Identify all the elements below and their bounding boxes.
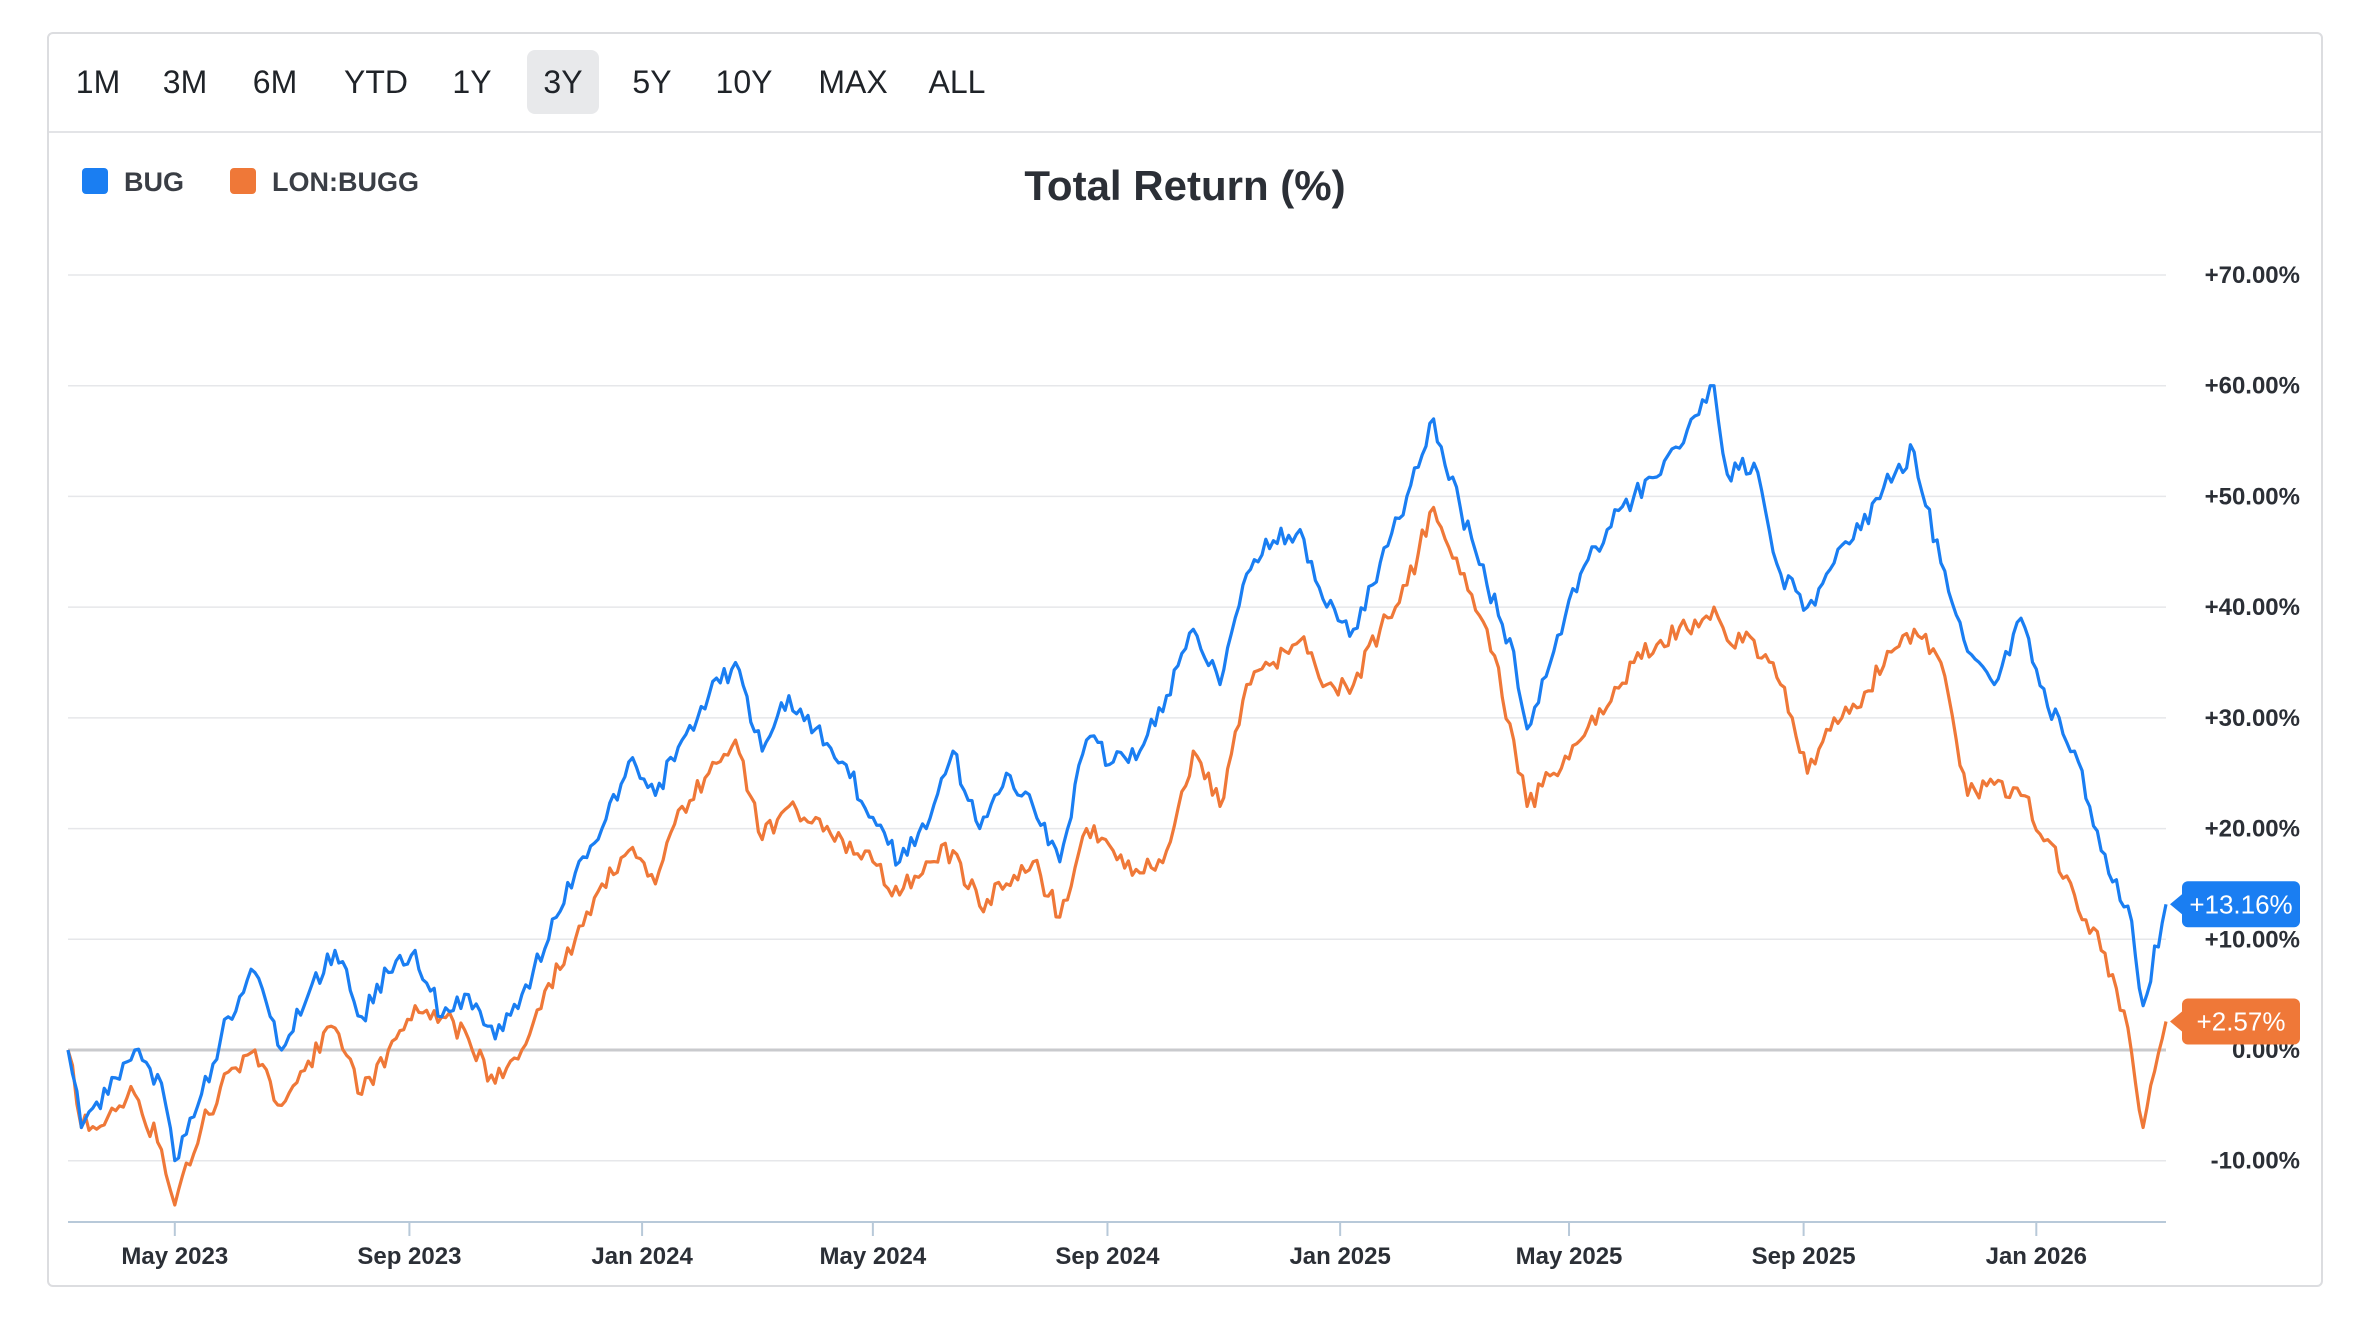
last-value-badge-bugg: +2.57%: [2170, 998, 2300, 1045]
y-tick-label: +30.00%: [2205, 705, 2300, 732]
x-tick-label: Sep 2024: [1055, 1243, 1160, 1270]
y-tick-label: +60.00%: [2205, 373, 2300, 400]
legend-swatch-bugg[interactable]: [230, 168, 256, 194]
x-tick-label: Sep 2025: [1752, 1243, 1856, 1270]
range-button-all[interactable]: ALL: [928, 64, 986, 100]
badge-background: [2182, 998, 2300, 1045]
range-button-ytd[interactable]: YTD: [344, 64, 408, 100]
badge-label: +2.57%: [2197, 1007, 2286, 1037]
x-axis: May 2023 Sep 2023 Jan 2024 May 2024 Sep 2024…: [68, 1221, 2166, 1270]
last-value-badge-bug: +13.16%: [2170, 881, 2300, 928]
range-button-3y[interactable]: 3Y: [527, 50, 599, 114]
range-button-6m[interactable]: 6M: [252, 64, 298, 100]
badge-label: +13.16%: [2189, 889, 2292, 919]
y-axis: -10.00%0.00%+10.00%+20.00%+30.00%+40.00%…: [2205, 262, 2300, 1175]
badge-pointer: [2170, 894, 2182, 915]
y-tick-label: +10.00%: [2205, 926, 2300, 953]
x-tick-label: Sep 2023: [357, 1243, 461, 1270]
legend-swatch-bug[interactable]: [82, 168, 108, 194]
series-line-bugg: [66, 505, 2168, 1207]
range-button-max[interactable]: MAX: [818, 64, 888, 100]
x-tick-label: Jan 2025: [1289, 1243, 1390, 1270]
badge-layer: +13.16% +2.57%: [2170, 881, 2300, 1045]
x-tick-label: May 2023: [121, 1243, 228, 1270]
y-tick-label: +50.00%: [2205, 483, 2300, 510]
range-toolbar: 1M 3M 6M YTD 1Y 3Y 5Y 10Y MAX ALL: [49, 34, 2321, 133]
y-tick-label: +20.00%: [2205, 816, 2300, 843]
range-button-1m[interactable]: 1M: [75, 64, 121, 100]
badge-background: [2182, 881, 2300, 928]
x-tick-label: Jan 2026: [1986, 1243, 2087, 1270]
x-tick-label: May 2024: [819, 1243, 926, 1270]
series-line-bug: [66, 384, 2168, 1163]
range-button-1y[interactable]: 1Y: [452, 64, 492, 100]
x-tick-label: May 2025: [1516, 1243, 1623, 1270]
series-layer: [66, 384, 2168, 1207]
range-button-10y[interactable]: 10Y: [715, 64, 773, 100]
y-tick-label: +40.00%: [2205, 594, 2300, 621]
grid-layer: [68, 274, 2166, 1162]
y-tick-label: +70.00%: [2205, 262, 2300, 289]
chart-panel: 1M 3M 6M YTD 1Y 3Y 5Y 10Y MAX ALL: [47, 32, 2323, 1287]
chart-title: Total Return (%): [1024, 162, 1345, 209]
x-tick-label: Jan 2024: [591, 1243, 693, 1270]
legend-label-bug[interactable]: BUG: [124, 167, 184, 197]
legend-label-bugg[interactable]: LON:BUGG: [272, 167, 419, 197]
range-button-3m[interactable]: 3M: [162, 64, 208, 100]
range-button-5y[interactable]: 5Y: [632, 64, 672, 100]
badge-pointer: [2170, 1011, 2182, 1032]
y-tick-label: -10.00%: [2211, 1148, 2300, 1175]
